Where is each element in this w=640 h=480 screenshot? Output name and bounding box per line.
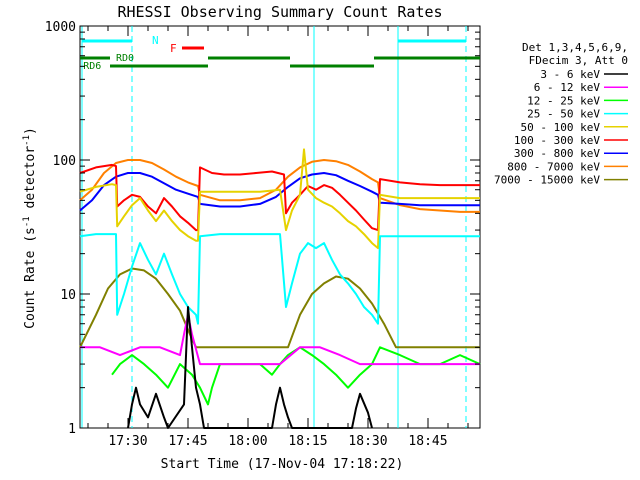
x-tick-label: 18:15 (288, 434, 327, 449)
rd6-flag-label: RD6 (83, 61, 101, 72)
series-layer (79, 148, 481, 429)
plot-border (79, 25, 481, 429)
legend-header-line-1: Det 1,3,4,5,6,9, (522, 41, 628, 54)
y-tick-label: 100 (53, 154, 76, 169)
series-line (79, 267, 480, 349)
legend-label: 3 - 6 keV (540, 68, 600, 81)
y-tick-label: 1000 (45, 20, 76, 35)
series-line (80, 313, 480, 366)
legend-label: 100 - 300 keV (514, 134, 600, 147)
series-line (111, 346, 481, 406)
axes: 1 10 100 1000 17:30 17:45 18:00 18:15 18:30 18:45 (45, 20, 480, 449)
y-axis-label-sup1: -1 (22, 216, 32, 227)
plot-frame (79, 25, 481, 429)
y-tick-label: 10 (60, 288, 76, 303)
flare-flag-label: F (170, 42, 177, 55)
legend-label: 800 - 7000 keV (507, 160, 600, 173)
y-axis-label-part: Count Rate (s (23, 227, 38, 329)
legend-label: 25 - 50 keV (527, 108, 600, 121)
legend-label: 300 - 800 keV (514, 147, 600, 160)
legend: Det 1,3,4,5,6,9, FDecim 3, Att 0 3 - 6 k… (494, 41, 628, 187)
series-line (127, 306, 373, 429)
chart-title: RHESSI Observing Summary Count Rates (117, 3, 442, 21)
series-line (79, 233, 480, 325)
x-tick-label: 17:45 (168, 434, 207, 449)
series-line (79, 159, 480, 213)
x-tick-label: 18:00 (228, 434, 267, 449)
x-tick-label: 18:30 (348, 434, 387, 449)
y-tick-label: 1 (68, 422, 76, 437)
series-line (79, 148, 480, 250)
x-axis-label: Start Time (17-Nov-04 17:18:22) (161, 457, 404, 472)
y-axis-label: Count Rate (s-1 detector-1) (22, 127, 38, 329)
night-flag-label: N (152, 34, 159, 47)
x-tick-label: 18:45 (408, 434, 447, 449)
y-axis-label-end: ) (23, 127, 38, 135)
legend-label: 6 - 12 keV (534, 81, 601, 94)
legend-label: 50 - 100 keV (521, 121, 601, 134)
y-axis-label-part2: detector (23, 146, 38, 217)
legend-label: 12 - 25 keV (527, 94, 600, 107)
flag-bars: NF RD0 RD6 (80, 26, 480, 428)
legend-header-line-2: FDecim 3, Att 0 (529, 54, 628, 67)
x-tick-label: 17:30 (108, 434, 147, 449)
rd0-flag-label: RD0 (116, 53, 134, 64)
series-line (79, 163, 480, 232)
y-axis-label-sup2: -1 (22, 135, 32, 146)
legend-label: 7000 - 15000 keV (494, 174, 600, 187)
